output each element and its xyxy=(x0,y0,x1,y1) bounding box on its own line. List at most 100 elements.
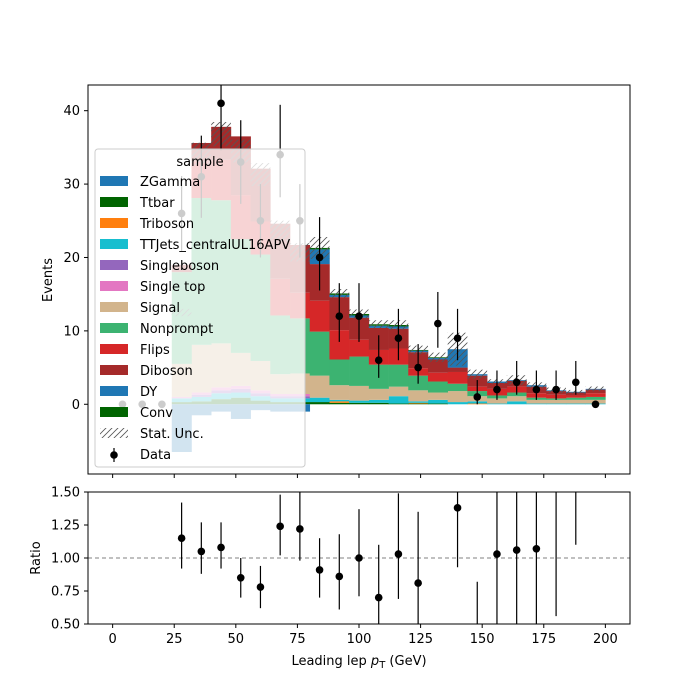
y-tick-label: 10 xyxy=(63,324,80,339)
bar xyxy=(565,403,586,405)
legend-item: Data xyxy=(110,448,171,463)
ratio-point xyxy=(276,522,284,531)
data-point xyxy=(374,356,383,365)
ratio-point xyxy=(414,579,422,587)
x-tick: 125 xyxy=(408,624,433,647)
bar xyxy=(349,400,370,403)
ratio-point xyxy=(493,550,501,558)
y-tick: 20 xyxy=(63,251,88,266)
x-tick: 75 xyxy=(289,624,306,647)
bar xyxy=(427,359,448,373)
ratio-point xyxy=(374,593,383,602)
bar xyxy=(565,399,586,404)
bar xyxy=(329,402,350,405)
x-tick-label: 150 xyxy=(470,632,495,647)
legend-label: DY xyxy=(140,385,157,400)
bar xyxy=(427,372,448,382)
bar xyxy=(388,403,409,405)
bar xyxy=(388,396,409,404)
legend-label: Singleboson xyxy=(140,259,219,274)
ratio-point xyxy=(512,546,521,554)
data-point xyxy=(434,319,442,328)
data-point xyxy=(315,253,324,262)
legend-item: Triboson xyxy=(100,217,194,232)
legend-item: Flips xyxy=(100,343,170,358)
ratio-y-tick: 1.00 xyxy=(51,552,88,567)
legend-marker xyxy=(110,451,118,459)
x-tick-label: 25 xyxy=(166,632,183,647)
data-point xyxy=(532,385,541,394)
bar xyxy=(309,300,330,332)
legend-item: ZGamma xyxy=(100,175,200,190)
ratio-plot-area xyxy=(88,492,630,624)
bar xyxy=(427,381,448,393)
main-x-ticks xyxy=(112,474,606,478)
y-tick-label: 40 xyxy=(63,104,80,119)
data-point xyxy=(512,378,521,387)
bar xyxy=(309,402,330,405)
legend-label: Triboson xyxy=(139,217,194,232)
data-point xyxy=(453,334,462,343)
legend-swatch xyxy=(100,176,128,186)
main-y-ticks: 0 10 20 30 40 xyxy=(63,104,88,413)
y-tick: 40 xyxy=(63,104,88,119)
bar xyxy=(368,388,389,400)
bar xyxy=(427,403,448,405)
legend-swatch xyxy=(100,323,128,333)
legend-item: Signal xyxy=(100,301,180,316)
ratio-point xyxy=(355,554,363,562)
bar xyxy=(349,385,370,401)
stat-unc-band xyxy=(467,369,488,379)
bar xyxy=(329,401,350,403)
bar xyxy=(447,371,468,384)
bar xyxy=(447,402,468,405)
ratio-y-tick-label: 1.50 xyxy=(51,486,80,501)
legend-item: Conv xyxy=(100,406,173,421)
ratio-y-tick: 1.25 xyxy=(51,519,88,534)
legend-swatch xyxy=(100,386,128,396)
bar xyxy=(526,399,547,404)
ratio-point xyxy=(335,572,344,581)
legend-label: Signal xyxy=(140,301,180,316)
bar xyxy=(388,386,409,397)
x-tick-label: 125 xyxy=(408,632,433,647)
data-point xyxy=(335,312,344,320)
data-point xyxy=(355,312,363,320)
legend-item: Diboson xyxy=(100,364,193,379)
legend-swatch xyxy=(100,281,128,291)
bar xyxy=(388,364,409,387)
bar xyxy=(526,403,547,405)
legend-item: Ttbar xyxy=(100,196,175,211)
data-point xyxy=(414,363,422,372)
bar xyxy=(349,356,370,386)
legend-label: Single top xyxy=(140,280,205,295)
data-point xyxy=(572,378,580,387)
bar xyxy=(309,331,330,376)
bar xyxy=(368,402,389,405)
legend-box xyxy=(94,148,306,468)
legend-swatch xyxy=(100,197,128,207)
bar xyxy=(408,403,429,405)
data-point xyxy=(394,334,403,343)
bar xyxy=(447,391,468,403)
bar xyxy=(565,395,586,398)
bar xyxy=(585,393,606,397)
x-tick-label: 175 xyxy=(531,632,556,647)
data-point xyxy=(552,385,560,394)
y-tick: 0 xyxy=(72,398,88,413)
legend-item: Singleboson xyxy=(100,259,219,274)
legend-label: Flips xyxy=(140,343,170,358)
bar xyxy=(329,330,350,360)
y-tick-label: 20 xyxy=(63,251,80,266)
stat-unc-band xyxy=(368,320,389,329)
bar xyxy=(329,359,350,386)
bar xyxy=(506,401,527,405)
legend-label: Stat. Unc. xyxy=(140,427,204,442)
y-axis-label: Events xyxy=(41,258,56,302)
ratio-point xyxy=(315,566,324,574)
legend-item: DY xyxy=(100,385,157,400)
x-axis-label: Leading lep pT (GeV) xyxy=(291,654,426,671)
ratio-point xyxy=(453,504,462,512)
bar xyxy=(309,375,330,398)
data-point xyxy=(591,400,600,409)
